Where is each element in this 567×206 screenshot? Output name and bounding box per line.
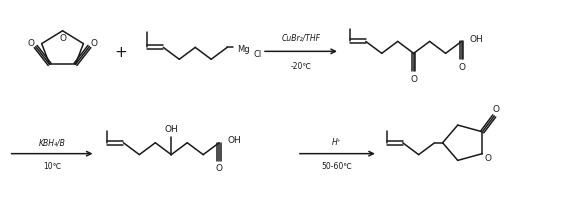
Text: O: O <box>27 39 34 48</box>
Text: O: O <box>215 163 223 172</box>
Text: +: + <box>114 45 127 60</box>
Text: 50-60℃: 50-60℃ <box>321 161 352 170</box>
Text: OH: OH <box>164 125 178 134</box>
Text: O: O <box>493 105 500 114</box>
Text: 10℃: 10℃ <box>44 161 62 170</box>
Text: CuBr₂/THF: CuBr₂/THF <box>281 34 320 43</box>
Text: O: O <box>485 153 492 162</box>
Text: OH: OH <box>227 136 241 145</box>
Text: O: O <box>410 74 417 83</box>
Text: O: O <box>59 34 66 43</box>
Text: O: O <box>458 62 465 71</box>
Text: OH: OH <box>469 35 483 44</box>
Text: H⁺: H⁺ <box>332 138 342 146</box>
Text: -20℃: -20℃ <box>290 61 311 70</box>
Text: KBH₄/B: KBH₄/B <box>39 138 66 146</box>
Text: Mg: Mg <box>237 45 249 54</box>
Text: Cl: Cl <box>253 50 261 59</box>
Text: O: O <box>91 39 98 48</box>
